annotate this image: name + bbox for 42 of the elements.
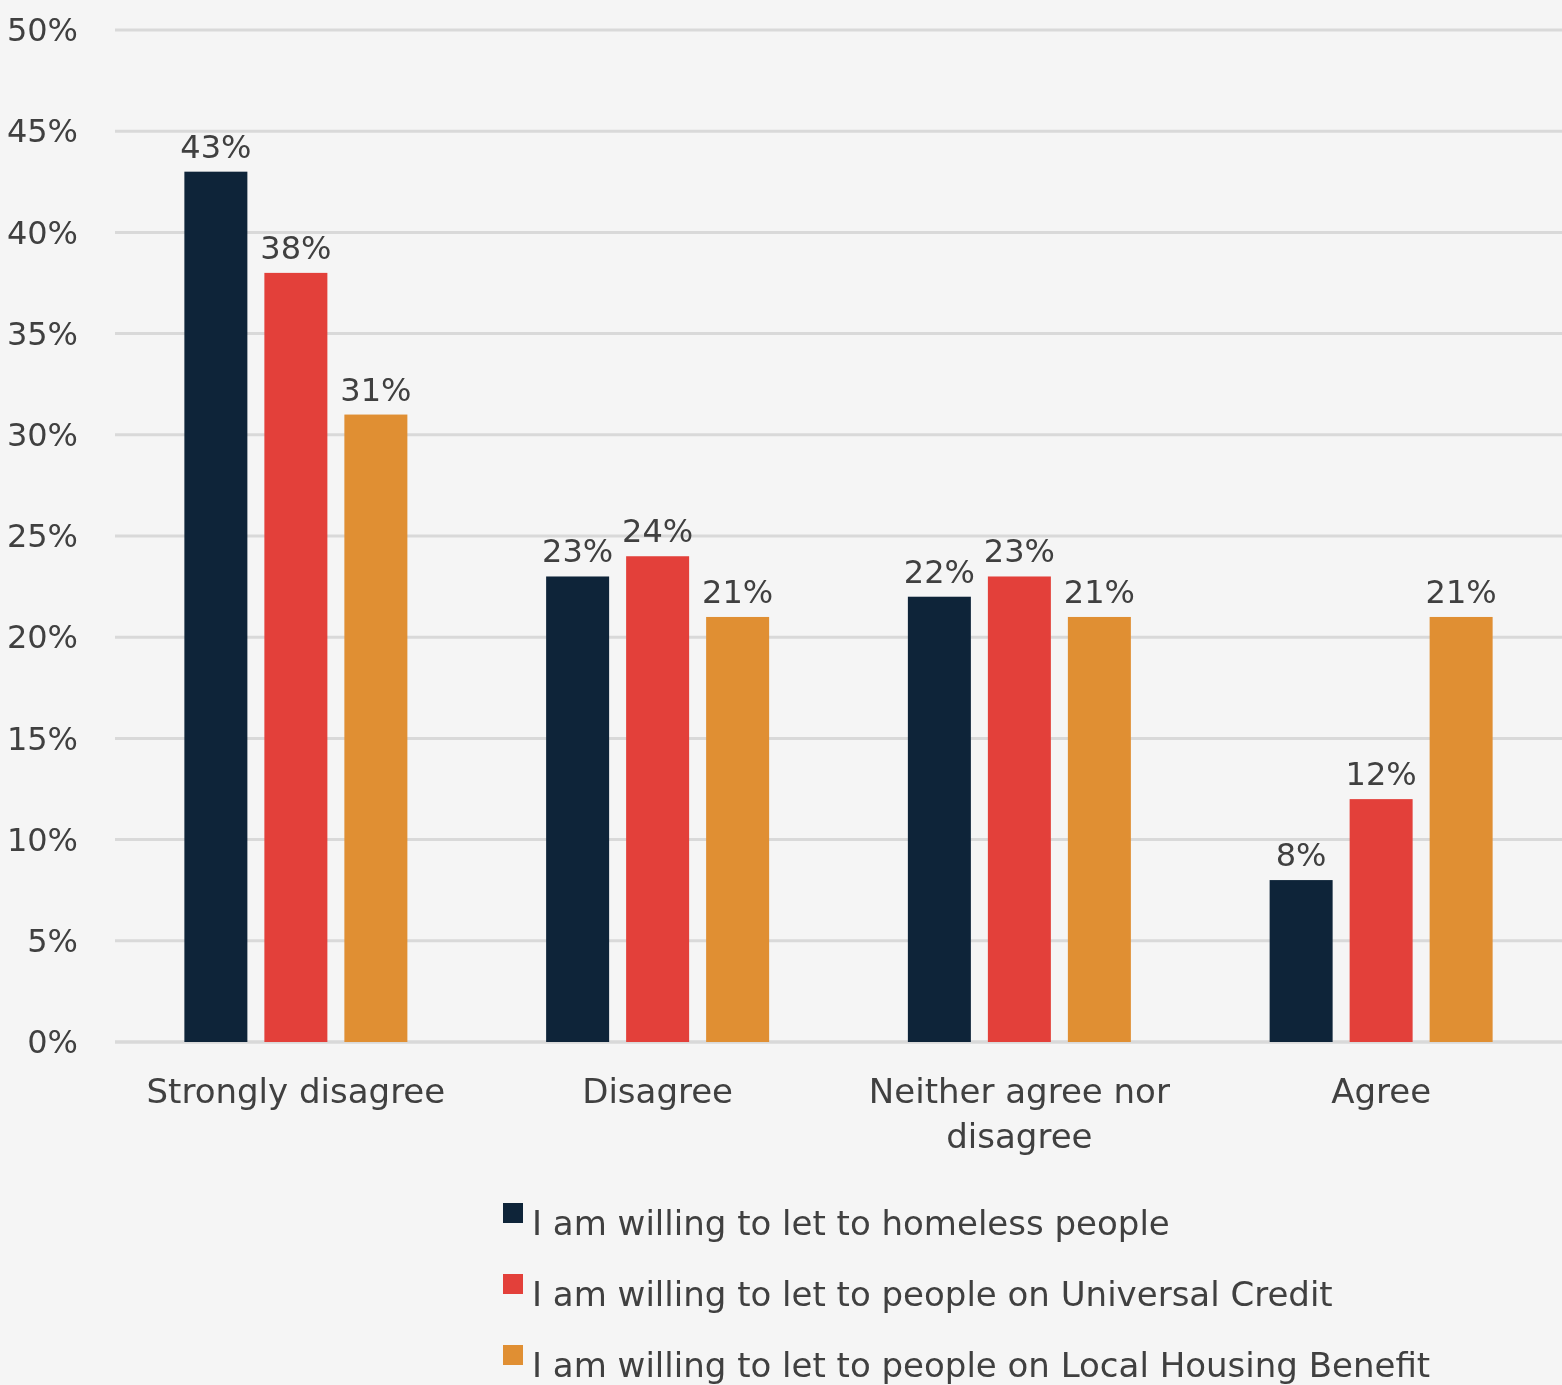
legend-label: I am willing to let to people on Local Housing Benefit [532,1344,1431,1385]
y-tick-label: 45% [6,112,78,151]
data-label: 31% [340,370,412,409]
data-label: 21% [1425,572,1497,611]
y-tick-label: 10% [6,820,78,859]
bar [987,576,1051,1042]
bar [626,556,690,1042]
legend-label: I am willing to let to people on Universal Credit [532,1273,1333,1314]
y-tick-label: 50% [6,11,78,50]
bar [1349,799,1413,1042]
y-tick-label: 25% [6,517,78,556]
bar [907,596,971,1042]
x-tick-label: Strongly disagree [146,1071,446,1111]
bar [264,272,328,1042]
data-label: 23% [983,532,1055,571]
legend-label: I am willing to let to homeless people [532,1202,1170,1243]
bar [546,576,610,1042]
data-label: 21% [1063,572,1135,611]
data-label: 8% [1275,836,1327,875]
y-tick-label: 15% [6,719,78,758]
bar [1269,880,1333,1042]
y-tick-label: 20% [6,618,78,657]
x-tick-label: Agree [1331,1071,1432,1111]
data-label: 43% [180,127,252,166]
data-label: 23% [542,532,614,571]
x-tick-label: Disagree [582,1071,734,1111]
x-tick-label: Neither agree nor disagree [868,1071,1170,1156]
data-label: 22% [903,552,975,591]
y-tick-label: 5% [27,922,78,960]
y-tick-label: 35% [6,314,78,353]
y-tick-label: 30% [6,416,78,454]
bar [1429,616,1493,1042]
bar [344,414,408,1042]
bar [1067,616,1131,1042]
y-tick-label: 40% [6,213,78,252]
data-label: 24% [622,512,694,551]
bar [184,171,248,1042]
data-label: 38% [260,228,332,267]
data-label: 21% [702,572,774,611]
data-label: 12% [1345,755,1417,794]
bar [706,616,770,1042]
y-tick-label: 0% [27,1023,78,1062]
